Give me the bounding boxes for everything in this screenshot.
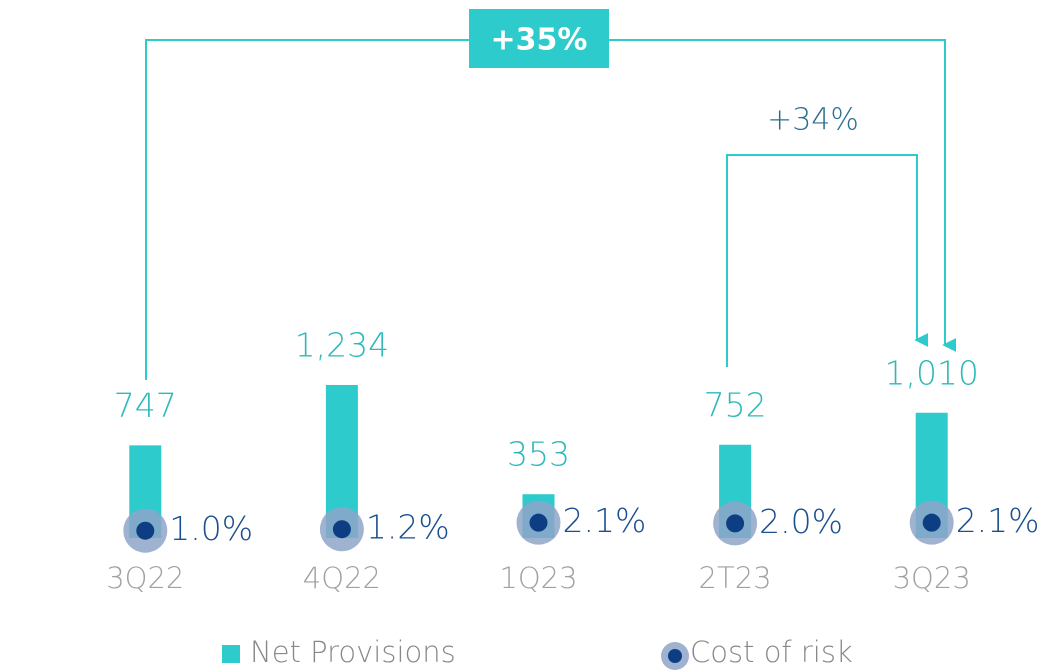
bracket [726, 154, 929, 367]
dot [529, 513, 548, 532]
x-tick-label: 3Q22 [106, 561, 184, 595]
annotation: +34% [767, 103, 859, 138]
value-label: 1,010 [884, 353, 978, 392]
x-tick-label: 3Q23 [893, 561, 971, 595]
dot-label: 2.0% [759, 502, 843, 541]
dot-label: 1.0% [169, 509, 253, 548]
bracket [145, 39, 469, 380]
legend-swatch [222, 645, 240, 663]
value-label: 353 [507, 435, 570, 474]
value-label: 1,234 [295, 325, 389, 364]
legend-label: Cost of risk [690, 635, 853, 669]
dot [922, 513, 941, 532]
x-tick-label: 2T23 [699, 561, 772, 595]
dot [332, 520, 351, 539]
bracket [609, 39, 957, 352]
legend-label: Net Provisions [250, 635, 456, 669]
x-tick-label: 1Q23 [499, 561, 577, 595]
value-label: 752 [704, 385, 767, 424]
value-label: 747 [114, 386, 177, 425]
legend-swatch [668, 649, 682, 663]
annotation-box [469, 9, 609, 68]
annotation: +35% [491, 23, 588, 58]
dot-label: 2.1% [956, 501, 1040, 540]
dot [726, 514, 745, 533]
dot-label: 1.2% [366, 508, 450, 547]
x-tick-label: 4Q22 [303, 561, 381, 595]
dot-label: 2.1% [563, 501, 647, 540]
dot [136, 521, 155, 540]
